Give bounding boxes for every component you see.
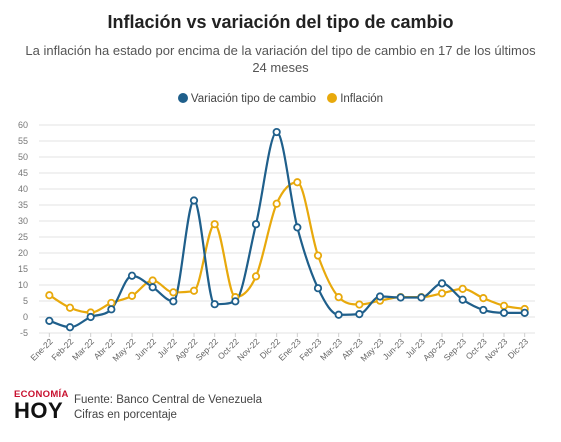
data-point-inflacion <box>189 286 199 295</box>
x-tick-label: May-23 <box>358 336 385 363</box>
data-point-inflacion <box>65 303 75 312</box>
chart-title: Inflación vs variación del tipo de cambi… <box>107 12 454 32</box>
y-tick-label: 30 <box>18 216 28 226</box>
data-point-tipo-cambio <box>127 271 137 280</box>
data-point-inflacion <box>251 272 261 281</box>
data-point-inflacion <box>210 220 219 229</box>
x-tick-label: Sep-23 <box>442 336 469 363</box>
data-point-inflacion <box>499 301 509 310</box>
x-tick-label: Feb-22 <box>49 336 75 362</box>
logo-top-text: ECONOMÍA <box>14 389 69 400</box>
data-point-inflacion <box>127 291 137 300</box>
data-point-tipo-cambio <box>189 196 199 205</box>
data-point-inflacion <box>293 178 302 187</box>
data-point-tipo-cambio <box>86 312 95 322</box>
data-point-tipo-cambio <box>293 223 302 232</box>
data-point-tipo-cambio <box>169 297 178 306</box>
data-point-inflacion <box>437 289 447 298</box>
data-point-tipo-cambio <box>272 127 281 137</box>
data-point-tipo-cambio <box>334 310 343 319</box>
y-tick-label: 20 <box>18 248 28 258</box>
logo-bottom-text: HOY <box>14 398 64 423</box>
data-point-inflacion <box>107 298 116 308</box>
data-point-tipo-cambio <box>107 305 116 314</box>
legend-item-tipo-cambio[interactable]: Variación tipo de cambio <box>177 93 317 105</box>
y-tick-label: -5 <box>20 328 28 338</box>
series-line-tipo-cambio <box>48 130 525 329</box>
y-tick-label: 25 <box>18 232 28 242</box>
data-point-tipo-cambio <box>396 293 405 302</box>
x-tick-label: Mar-22 <box>70 336 96 362</box>
source-text: Fuente: Banco Central de Venezuela <box>74 394 262 406</box>
chart-subtitle: La inflación ha estado por encima de la … <box>25 43 536 75</box>
y-tick-label: 5 <box>23 296 28 306</box>
data-point-tipo-cambio <box>520 308 529 317</box>
x-tick-label: Jun-22 <box>133 336 159 362</box>
units-note: Cifras en porcentaje <box>74 409 177 421</box>
data-point-tipo-cambio <box>375 292 385 301</box>
data-point-tipo-cambio <box>210 300 219 309</box>
x-tick-label: May-22 <box>110 336 137 363</box>
x-tick-label: Ene-23 <box>276 336 303 363</box>
data-point-tipo-cambio <box>437 279 447 288</box>
data-point-inflacion <box>355 300 364 309</box>
data-point-tipo-cambio <box>355 310 364 319</box>
y-tick-label: 10 <box>18 280 28 290</box>
data-point-inflacion <box>458 284 467 293</box>
y-tick-label: 45 <box>18 168 28 178</box>
y-tick-label: 60 <box>18 120 28 130</box>
legend-item-inflacion[interactable]: Inflación <box>327 93 383 105</box>
x-tick-label: Ene-22 <box>28 336 55 363</box>
data-point-tipo-cambio <box>499 308 509 317</box>
data-point-tipo-cambio <box>417 293 426 302</box>
data-point-inflacion <box>479 294 488 303</box>
economia-hoy-logo: ECONOMÍA HOY <box>14 390 70 422</box>
y-tick-label: 50 <box>18 152 28 162</box>
data-point-inflacion <box>313 251 323 260</box>
y-tick-label: 15 <box>18 264 28 274</box>
data-point-tipo-cambio <box>458 295 467 304</box>
x-tick-label: Nov-22 <box>235 336 262 363</box>
data-point-tipo-cambio <box>313 284 323 293</box>
data-point-tipo-cambio <box>251 220 261 229</box>
x-tick-label: Mar-23 <box>318 336 344 362</box>
x-tick-label: Feb-23 <box>297 336 323 362</box>
y-tick-label: 55 <box>18 136 28 146</box>
data-point-tipo-cambio <box>65 323 75 332</box>
x-tick-label: Dic-23 <box>506 336 531 361</box>
y-tick-label: 0 <box>23 312 28 322</box>
data-point-inflacion <box>334 293 343 302</box>
data-point-tipo-cambio <box>148 283 157 292</box>
legend-label-inflacion: Inflación <box>340 93 384 105</box>
legend-label-tipo-cambio: Variación tipo de cambio <box>190 93 317 105</box>
y-tick-label: 40 <box>18 184 28 194</box>
data-point-inflacion <box>148 276 157 285</box>
source-note: Fuente: Banco Central de Venezuela Cifra… <box>74 393 262 423</box>
data-point-inflacion <box>45 291 54 300</box>
legend-swatch-tipo-cambio <box>177 93 188 103</box>
data-point-tipo-cambio <box>45 316 54 325</box>
x-tick-label: Nov-23 <box>483 336 510 363</box>
chart-legend: Variación tipo de cambio Inflación <box>0 93 561 105</box>
y-tick-label: 35 <box>18 200 28 210</box>
data-point-inflacion <box>169 288 178 297</box>
x-tick-label: Sep-22 <box>194 336 221 363</box>
legend-swatch-inflacion <box>327 93 338 103</box>
data-point-tipo-cambio <box>231 297 240 306</box>
x-tick-label: Jun-23 <box>381 336 407 362</box>
data-point-tipo-cambio <box>479 305 488 315</box>
data-point-inflacion <box>272 199 281 208</box>
